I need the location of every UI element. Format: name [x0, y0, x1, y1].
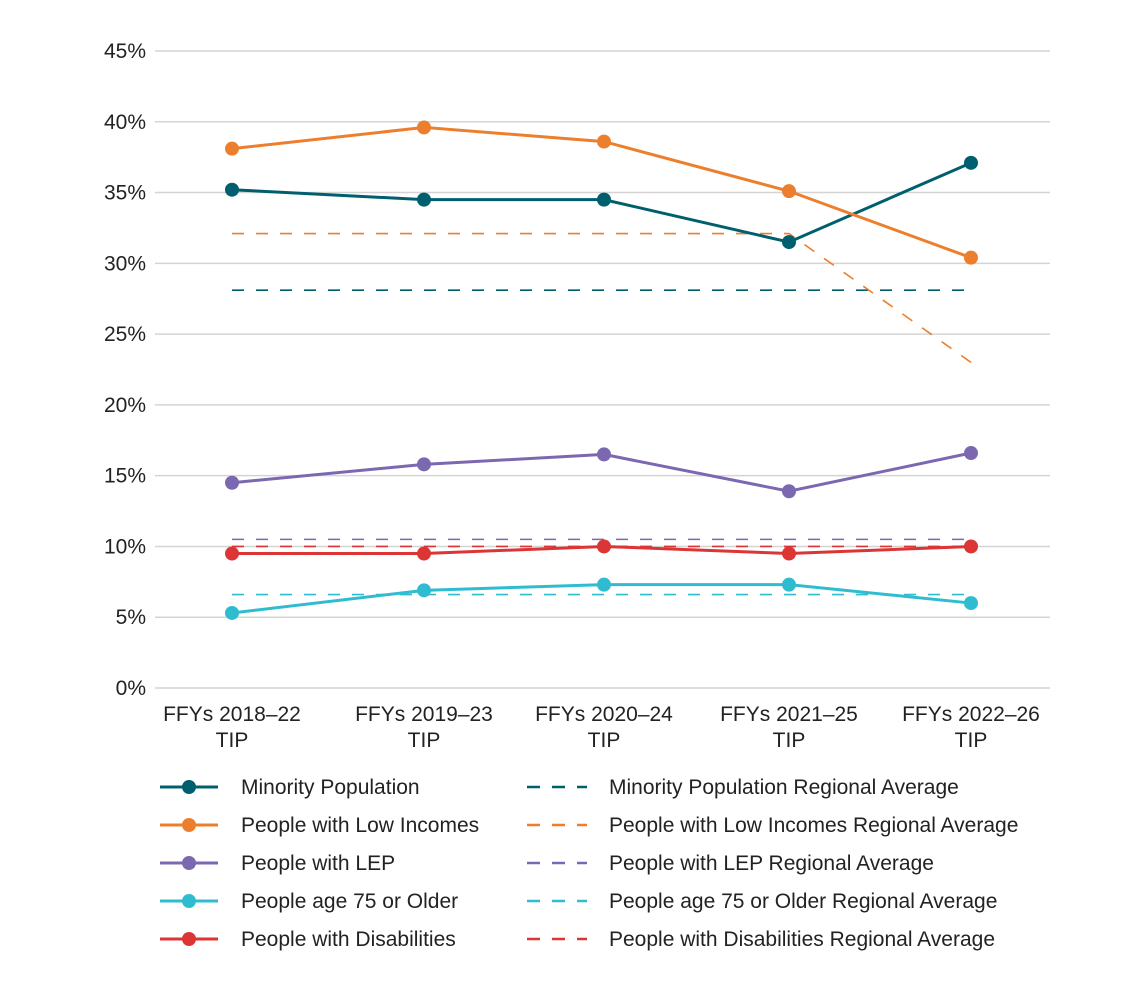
data-point	[417, 546, 431, 561]
x-tick-label: FFYs 2022–26	[902, 703, 1040, 726]
data-point	[964, 596, 978, 611]
x-tick-label: FFYs 2019–23	[355, 703, 493, 726]
legend-marker	[182, 932, 196, 946]
data-point	[225, 141, 239, 156]
x-tick-label: TIP	[955, 729, 988, 752]
data-point	[597, 192, 611, 207]
y-tick-label: 5%	[116, 606, 146, 629]
y-tick-label: 20%	[104, 394, 146, 417]
x-tick-label: TIP	[216, 729, 249, 752]
data-point	[225, 546, 239, 561]
series-line-6	[232, 232, 972, 364]
legend-marker	[182, 894, 196, 908]
x-tick-label: FFYs 2021–25	[720, 703, 858, 726]
legend-label: Minority Population	[241, 776, 420, 799]
x-tick-label: TIP	[773, 729, 806, 752]
legend-marker	[182, 818, 196, 832]
data-point	[597, 539, 611, 554]
y-tick-label: 0%	[116, 677, 146, 700]
legend-marker	[182, 780, 196, 794]
y-tick-label: 30%	[104, 252, 146, 275]
data-point	[597, 577, 611, 592]
x-tick-label: TIP	[588, 729, 621, 752]
legend-label: People age 75 or Older	[241, 890, 458, 913]
y-tick-label: 25%	[104, 323, 146, 346]
data-point	[225, 182, 239, 197]
data-point	[782, 484, 796, 499]
data-point	[597, 447, 611, 462]
data-point	[782, 546, 796, 561]
legend-label: People with LEP	[241, 852, 395, 875]
legend-label: People with Disabilities Regional Averag…	[609, 928, 995, 951]
data-point	[964, 446, 978, 461]
data-point	[782, 184, 796, 199]
data-point	[417, 120, 431, 135]
data-point	[964, 250, 978, 265]
data-point	[964, 155, 978, 170]
data-point	[417, 192, 431, 207]
legend-marker	[182, 856, 196, 870]
legend-label: Minority Population Regional Average	[609, 776, 959, 799]
legend-label: People with Low Incomes	[241, 814, 479, 837]
data-point	[597, 134, 611, 149]
data-point	[964, 539, 978, 554]
x-tick-label: FFYs 2018–22	[163, 703, 301, 726]
data-point	[782, 235, 796, 250]
y-tick-label: 40%	[104, 111, 146, 134]
x-tick-label: FFYs 2020–24	[535, 703, 673, 726]
data-point	[225, 605, 239, 620]
y-tick-label: 35%	[104, 182, 146, 205]
y-tick-label: 15%	[104, 465, 146, 488]
data-point	[417, 583, 431, 598]
x-tick-label: TIP	[408, 729, 441, 752]
legend-label: People age 75 or Older Regional Average	[609, 890, 997, 913]
legend-label: People with LEP Regional Average	[609, 852, 934, 875]
legend-label: People with Disabilities	[241, 928, 456, 951]
data-point	[782, 577, 796, 592]
data-point	[225, 475, 239, 490]
y-tick-label: 10%	[104, 535, 146, 558]
legend-label: People with Low Incomes Regional Average	[609, 814, 1018, 837]
y-tick-label: 45%	[104, 40, 146, 63]
data-point	[417, 457, 431, 472]
